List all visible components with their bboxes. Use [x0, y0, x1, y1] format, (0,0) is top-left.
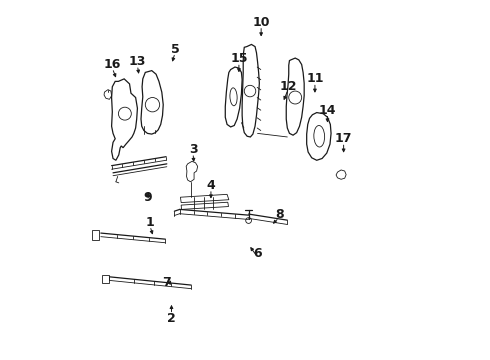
Text: 9: 9: [144, 191, 152, 204]
Text: 11: 11: [306, 72, 324, 85]
Text: 14: 14: [318, 104, 336, 117]
Text: 12: 12: [279, 80, 297, 93]
Text: 1: 1: [146, 216, 154, 229]
Text: 13: 13: [129, 55, 146, 68]
Text: 17: 17: [335, 132, 352, 145]
Text: 16: 16: [103, 58, 121, 71]
Text: 3: 3: [189, 143, 197, 156]
Text: 2: 2: [167, 311, 176, 325]
Text: 7: 7: [162, 276, 171, 289]
Text: 6: 6: [253, 247, 262, 260]
Text: 4: 4: [207, 179, 215, 192]
Text: 15: 15: [230, 52, 247, 65]
Text: 8: 8: [275, 208, 283, 221]
Text: 10: 10: [252, 16, 270, 29]
Text: 5: 5: [171, 42, 179, 55]
